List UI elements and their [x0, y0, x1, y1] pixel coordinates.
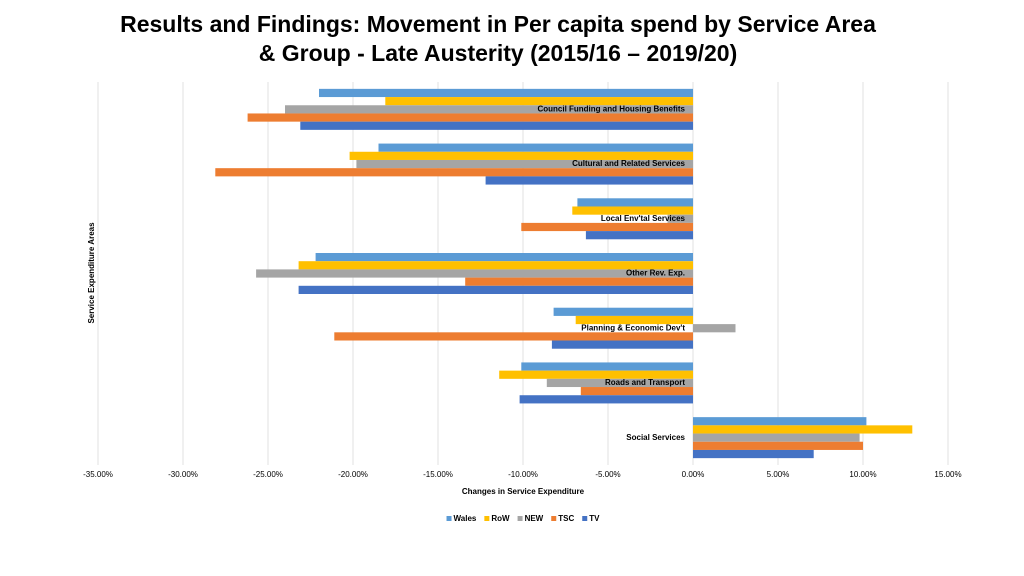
bar	[585, 231, 693, 240]
x-tick-label: -35.00%	[83, 470, 113, 479]
legend-swatch	[551, 516, 557, 521]
bar	[575, 315, 693, 325]
x-tick-label: -30.00%	[168, 470, 198, 479]
category-label: Local Env'tal Services	[601, 214, 686, 223]
chart-title: & Group - Late Austerity (2015/16 – 2019…	[259, 40, 738, 66]
category-label: Roads and Transport	[605, 378, 685, 387]
bar	[693, 417, 867, 426]
legend-label: NEW	[525, 514, 544, 523]
bar	[356, 159, 693, 169]
bar	[378, 143, 693, 152]
bar	[215, 168, 694, 177]
legend-label: TV	[589, 514, 600, 523]
legend-swatch	[582, 516, 588, 521]
bar	[485, 176, 693, 185]
bar	[247, 113, 693, 122]
bar	[572, 206, 693, 215]
x-tick-label: -25.00%	[253, 470, 283, 479]
x-tick-label: -20.00%	[338, 470, 368, 479]
bar	[298, 261, 693, 270]
bar	[667, 214, 693, 223]
category-label: Cultural and Related Services	[572, 159, 685, 168]
bar	[693, 425, 913, 434]
bar	[693, 433, 860, 442]
bar	[551, 340, 693, 349]
bar	[315, 253, 693, 262]
bar	[521, 362, 693, 371]
bar	[553, 307, 693, 316]
category-label: Social Services	[626, 433, 685, 442]
legend-swatch	[484, 516, 490, 521]
bar	[349, 151, 693, 160]
y-axis-label: Service Expenditure Areas	[87, 222, 96, 324]
bar	[285, 105, 693, 114]
legend-label: RoW	[491, 514, 510, 523]
bar	[465, 277, 693, 286]
category-label: Other Rev. Exp.	[626, 269, 685, 278]
legend: Wales RoW NEW TSC TV	[446, 514, 600, 523]
bar	[499, 370, 693, 379]
bar	[546, 378, 693, 388]
category-label: Planning & Economic Dev't	[581, 323, 685, 332]
chart-title: Results and Findings: Movement in Per ca…	[120, 11, 876, 37]
x-tick-label: 15.00%	[934, 470, 961, 479]
legend-swatch	[517, 516, 523, 521]
bar	[300, 121, 693, 130]
bar	[519, 395, 693, 404]
bar	[577, 198, 693, 207]
bar	[319, 88, 693, 98]
category-label: Council Funding and Housing Benefits	[537, 104, 685, 113]
x-tick-label: -15.00%	[423, 470, 453, 479]
bar	[693, 324, 736, 333]
legend-label: TSC	[558, 514, 574, 523]
bar	[334, 332, 693, 341]
x-tick-label: 10.00%	[849, 470, 876, 479]
bar	[385, 97, 693, 106]
bar	[693, 441, 863, 450]
bar	[521, 222, 693, 232]
legend-swatch	[446, 516, 452, 521]
x-tick-label: -10.00%	[508, 470, 538, 479]
bar	[256, 269, 693, 278]
bar	[580, 387, 693, 396]
x-tick-label: 5.00%	[767, 470, 790, 479]
x-tick-label: -5.00%	[595, 470, 620, 479]
legend-label: Wales	[454, 514, 477, 523]
x-axis-label: Changes in Service Expenditure	[462, 487, 585, 496]
bar	[298, 285, 693, 294]
x-tick-label: 0.00%	[682, 470, 705, 479]
bar	[693, 449, 814, 459]
